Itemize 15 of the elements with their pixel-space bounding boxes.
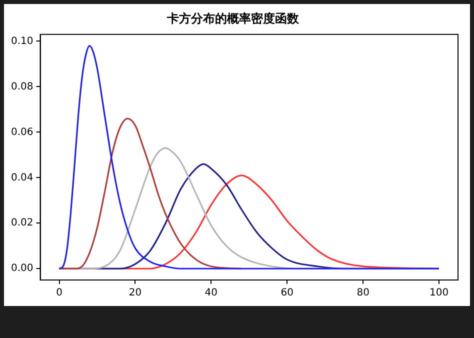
- y-tick-label: 0.00: [11, 263, 34, 274]
- x-tick-label: 20: [128, 288, 142, 299]
- x-tick-label: 100: [429, 288, 449, 299]
- x-tick-label: 80: [356, 288, 370, 299]
- y-tick-label: 0.06: [11, 126, 34, 138]
- x-tick-label: 60: [280, 288, 294, 299]
- y-tick-label: 0.10: [11, 36, 34, 47]
- chart-title: 卡方分布的概率密度函数: [166, 11, 300, 26]
- y-tick-label: 0.04: [11, 172, 34, 184]
- y-tick-label: 0.02: [11, 218, 34, 229]
- x-tick-label: 40: [204, 288, 218, 299]
- line-series: [58, 118, 242, 270]
- y-tick-label: 0.08: [11, 81, 34, 92]
- line-series: [58, 44, 440, 270]
- x-tick-label: 0: [56, 288, 62, 299]
